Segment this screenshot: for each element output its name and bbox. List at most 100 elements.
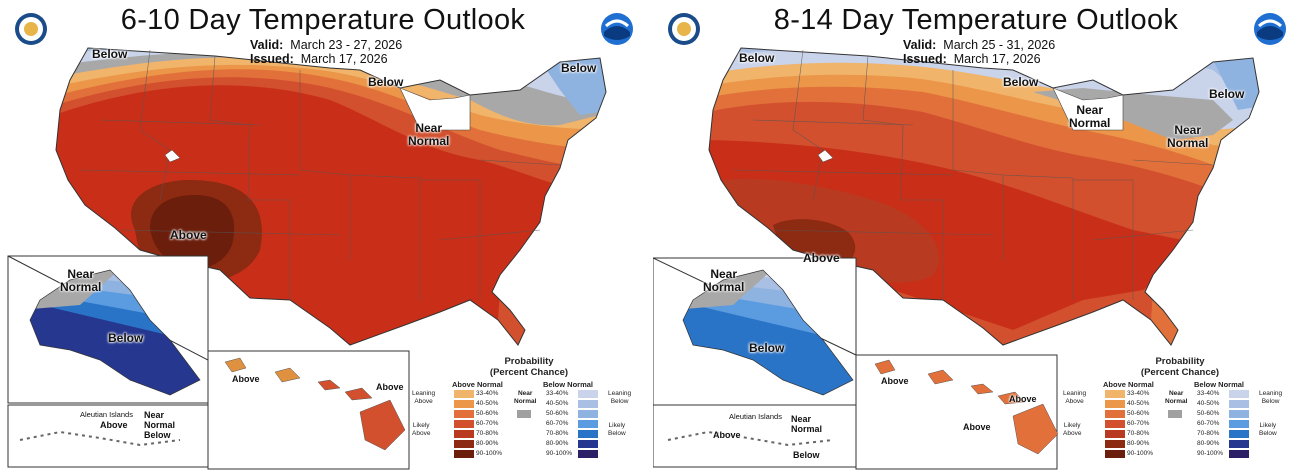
legend-above-range: 33-40% (476, 390, 499, 397)
legend-below-range: 80-90% (546, 440, 569, 447)
legend-above-range: 40-50% (1127, 400, 1150, 407)
noaa-logo-icon (1254, 13, 1286, 45)
legend-above-range: 60-70% (476, 420, 499, 427)
legend-below-range: 50-60% (1197, 410, 1220, 417)
label-above: Above (170, 228, 207, 242)
label-hi-above-w: Above (881, 376, 909, 386)
legend-below-swatch (578, 410, 598, 418)
label-aleut-below: Below (144, 430, 171, 440)
legend-below-range: 50-60% (546, 410, 569, 417)
label-ak-below: Below (749, 341, 785, 355)
legend-below-range: 90-100% (1197, 450, 1224, 457)
valid-dates: Valid: March 25 - 31, 2026 (903, 38, 1055, 52)
legend-near-swatch (1168, 410, 1182, 418)
legend-above-swatch (454, 440, 474, 448)
legend-below-range: 33-40% (546, 390, 569, 397)
legend-above-range: 80-90% (1127, 440, 1150, 447)
page-title: 6-10 Day Temperature Outlook (120, 4, 526, 36)
legend-below-header: Below Normal (543, 380, 594, 389)
legend-above-swatch (1105, 400, 1125, 408)
legend-above-range: 70-80% (1127, 430, 1150, 437)
legend-below-swatch (578, 430, 598, 438)
outlook-panel-6-10: 6-10 Day Temperature Outlook Valid: Marc… (0, 0, 646, 472)
aleutian-inset (7, 404, 209, 468)
legend-below-swatch (578, 400, 598, 408)
label-aleutian-islands: Aleutian Islands (729, 412, 782, 421)
valid-value: March 25 - 31, 2026 (943, 38, 1056, 52)
legend-title: Probability (Percent Chance) (1140, 356, 1220, 378)
legend-above-header: Above Normal (452, 380, 503, 389)
legend-above-swatch (454, 400, 474, 408)
issued-label: Issued: (250, 52, 294, 66)
label-near-normal-mw: Near Normal (1069, 103, 1111, 130)
valid-label: Valid: (903, 38, 937, 52)
legend-above-range: 90-100% (476, 450, 503, 457)
legend-below-range: 90-100% (546, 450, 573, 457)
legend-leaning-above: Leaning Above (1063, 390, 1087, 405)
legend-below-swatch (1229, 440, 1249, 448)
legend-title: Probability (Percent Chance) (489, 356, 569, 378)
label-ak-near-normal: Near Normal (60, 267, 102, 294)
legend-above-range: 70-80% (476, 430, 499, 437)
legend-below-range: 40-50% (1197, 400, 1220, 407)
legend-above-range: 40-50% (476, 400, 499, 407)
legend-below-range: 33-40% (1197, 390, 1220, 397)
legend-above-header: Above Normal (1103, 380, 1154, 389)
legend-below-swatch (578, 390, 598, 398)
label-hi-above-e: Above (376, 382, 404, 392)
outlook-panel-8-14: 8-14 Day Temperature Outlook Valid: Marc… (653, 0, 1299, 472)
label-above: Above (803, 251, 840, 265)
legend-near-normal: Near Normal (1165, 390, 1188, 405)
legend-below-swatch (1229, 410, 1249, 418)
legend-above-swatch (454, 410, 474, 418)
alaska-inset (653, 257, 857, 406)
label-below-ne: Below (1209, 87, 1245, 101)
legend-above-range: 50-60% (476, 410, 499, 417)
commerce-seal-icon (668, 13, 700, 45)
hawaii-inset (207, 350, 410, 470)
legend-above-swatch (454, 390, 474, 398)
label-below-nw: Below (739, 51, 775, 65)
conus-map (7, 47, 607, 470)
label-aleut-below: Below (793, 450, 820, 460)
legend-below-swatch (578, 440, 598, 448)
noaa-logo-icon (601, 13, 633, 45)
legend-above-range: 80-90% (476, 440, 499, 447)
legend-above-swatch (1105, 450, 1125, 458)
label-hi-above-e: Above (1009, 394, 1037, 404)
label-hi-above-w: Above (232, 374, 260, 384)
legend-above-swatch (1105, 420, 1125, 428)
issued-label: Issued: (903, 52, 947, 66)
issued-value: March 17, 2026 (953, 52, 1041, 66)
label-aleutian-islands: Aleutian Islands (80, 410, 133, 419)
label-near-normal-ne: Near Normal (1167, 123, 1209, 150)
label-ak-below: Below (108, 331, 144, 345)
hawaii-inset (855, 354, 1059, 470)
valid-value: March 23 - 27, 2026 (290, 38, 403, 52)
legend-below-swatch (1229, 420, 1249, 428)
issued-date: Issued: March 17, 2026 (250, 52, 388, 66)
label-below-ne: Below (561, 61, 597, 75)
legend-below-swatch (1229, 450, 1249, 458)
legend-below-swatch (1229, 400, 1249, 408)
legend-below-range: 40-50% (546, 400, 569, 407)
legend-above-swatch (454, 430, 474, 438)
valid-dates: Valid: March 23 - 27, 2026 (250, 38, 402, 52)
issued-date: Issued: March 17, 2026 (903, 52, 1041, 66)
legend-likely-above: Likely Above (1063, 422, 1082, 437)
page-title: 8-14 Day Temperature Outlook (773, 4, 1179, 36)
legend-likely-above: Likely Above (412, 422, 431, 437)
legend-above-swatch (1105, 410, 1125, 418)
legend-below-range: 70-80% (1197, 430, 1220, 437)
valid-label: Valid: (250, 38, 284, 52)
legend-above-swatch (1105, 440, 1125, 448)
label-hi-above-s: Above (963, 422, 991, 432)
label-below-nw: Below (92, 47, 128, 61)
legend-near-normal: Near Normal (514, 390, 537, 405)
legend-above-range: 33-40% (1127, 390, 1150, 397)
commerce-seal-icon (15, 13, 47, 45)
legend-below-range: 60-70% (1197, 420, 1220, 427)
legend-above-swatch (454, 450, 474, 458)
legend-below-swatch (1229, 430, 1249, 438)
issued-value: March 17, 2026 (300, 52, 388, 66)
